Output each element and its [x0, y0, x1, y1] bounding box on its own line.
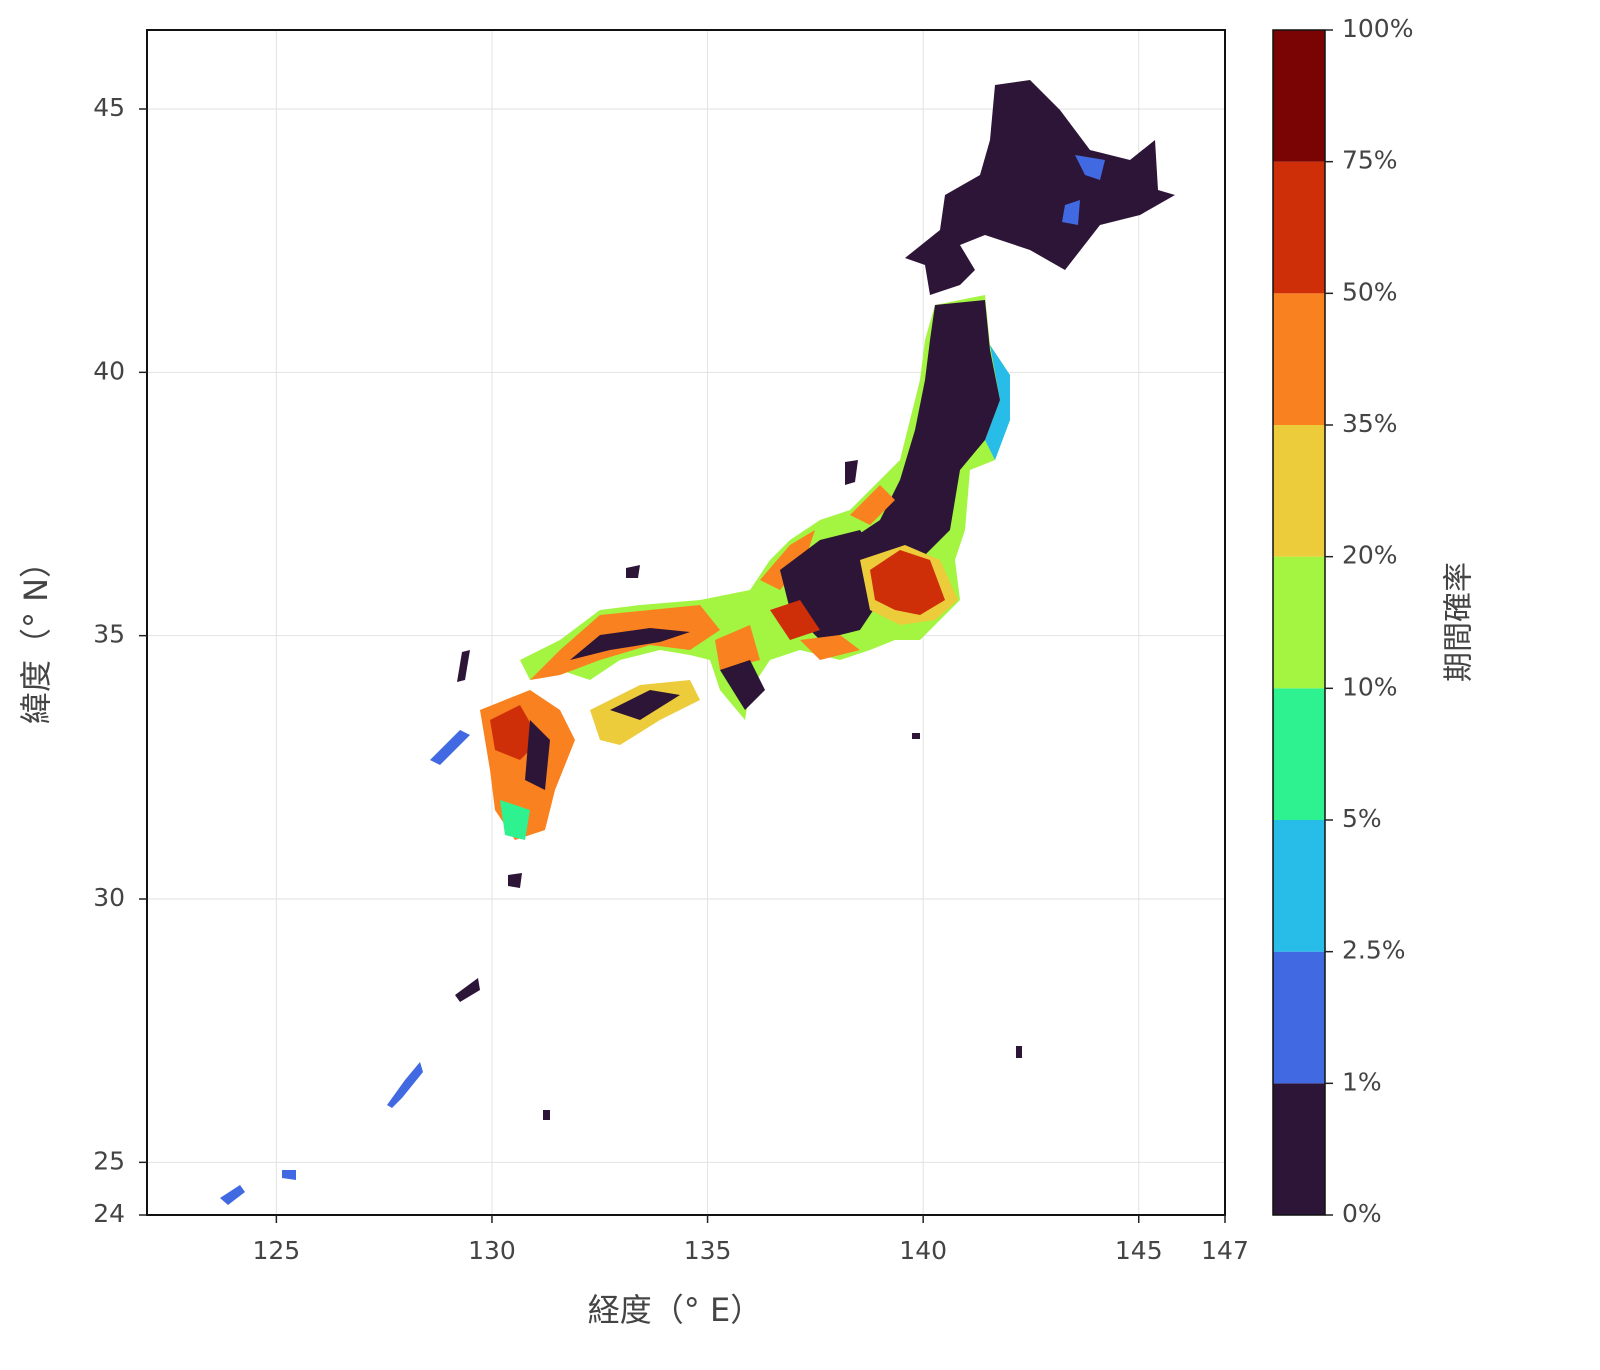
x-tick-label: 135	[684, 1236, 732, 1265]
island	[543, 1110, 550, 1120]
colorbar-bin	[1273, 556, 1325, 689]
x-tick-label: 145	[1115, 1236, 1163, 1265]
region	[490, 705, 540, 760]
y-axis-label: 緯度（° N）	[17, 546, 55, 724]
colorbar-bin	[1273, 293, 1325, 425]
x-tick-label: 147	[1201, 1236, 1249, 1265]
region	[1075, 155, 1105, 180]
colorbar-bin	[1273, 30, 1325, 162]
colorbar-tick-label: 10%	[1342, 672, 1398, 701]
island	[508, 873, 522, 888]
y-tick-label: 24	[93, 1199, 125, 1228]
x-axis-label: 経度（° E）	[588, 1291, 762, 1329]
x-tick-label: 130	[468, 1236, 516, 1265]
region	[610, 690, 680, 720]
colorbar-tick-label: 5%	[1342, 804, 1382, 833]
island	[430, 730, 470, 765]
x-tick-label: 125	[253, 1236, 301, 1265]
region	[715, 625, 760, 670]
colorbar-bin	[1273, 820, 1325, 952]
y-tick-label: 25	[93, 1146, 125, 1175]
colorbar-tick-label: 20%	[1342, 541, 1398, 570]
island	[457, 650, 470, 682]
colorbar-bin	[1273, 688, 1325, 820]
region	[570, 628, 690, 660]
island	[1016, 1046, 1022, 1058]
region	[850, 485, 895, 525]
colorbar-bin	[1273, 425, 1325, 557]
colorbar-tick-label: 2.5%	[1342, 936, 1406, 965]
region	[525, 720, 550, 790]
colorbar-tick-label: 100%	[1342, 14, 1413, 43]
island	[912, 733, 920, 739]
island	[626, 565, 640, 578]
colorbar-bin	[1273, 951, 1325, 1084]
colorbar: 0% 1% 2.5% 5% 10% 20% 35% 50% 75% 100%	[1272, 14, 1413, 1228]
island	[220, 1185, 245, 1205]
colorbar-tick-label: 0%	[1342, 1199, 1382, 1228]
island	[845, 460, 858, 485]
region	[720, 660, 765, 710]
island	[282, 1170, 296, 1180]
y-tick-label: 45	[93, 93, 125, 122]
region	[985, 345, 1010, 460]
y-tick-label: 35	[93, 620, 125, 649]
colorbar-bin	[1273, 161, 1325, 294]
colorbar-tick-label: 35%	[1342, 409, 1398, 438]
region	[870, 550, 945, 615]
region	[500, 800, 530, 840]
region	[800, 635, 860, 660]
region	[1062, 200, 1080, 225]
region	[770, 600, 820, 640]
colorbar-tick-label: 50%	[1342, 277, 1398, 306]
colorbar-bin	[1273, 1083, 1325, 1215]
y-tick-label: 30	[93, 883, 125, 912]
colorbar-label: 期間確率	[1442, 562, 1477, 682]
map	[220, 80, 1175, 1205]
colorbar-frame	[1272, 29, 1326, 1216]
region	[850, 300, 1000, 560]
y-tick-label: 40	[93, 356, 125, 385]
x-tick-label: 140	[899, 1236, 947, 1265]
colorbar-tick-label: 75%	[1342, 146, 1398, 175]
region	[760, 530, 815, 590]
hokkaido	[905, 80, 1175, 295]
island	[455, 978, 480, 1002]
colorbar-tick-label: 1%	[1342, 1067, 1382, 1096]
island	[387, 1062, 423, 1108]
plot-frame	[146, 29, 1226, 1216]
